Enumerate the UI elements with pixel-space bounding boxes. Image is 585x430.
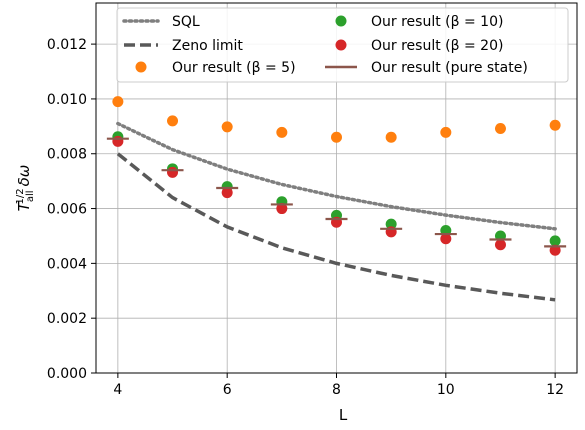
point-beta5 (440, 126, 452, 138)
legend-label-pure: Our result (pure state) (371, 60, 528, 76)
point-beta5 (276, 126, 288, 138)
legend-label-zeno: Zeno limit (172, 38, 243, 54)
point-beta20 (440, 233, 452, 245)
legend: SQL Zeno limit Our result (β = 5) Our re… (116, 7, 569, 83)
legend-swatch-beta5 (135, 61, 147, 73)
y-tick-label: 0.010 (47, 92, 87, 108)
point-beta20 (167, 166, 179, 178)
point-beta5 (331, 131, 342, 143)
axes-ticks: 4 6 8 10 12 0.000 0.002 0.004 0.006 0.008 0.010 0.0… (47, 37, 564, 398)
point-beta20 (221, 187, 233, 199)
point-beta5 (221, 121, 233, 133)
legend-label-sql: SQL (172, 14, 200, 30)
point-beta5 (167, 115, 179, 127)
point-beta5 (112, 96, 124, 108)
plot-area (106, 96, 567, 302)
x-tick-label: 8 (332, 382, 341, 398)
point-beta5 (549, 119, 561, 131)
legend-label-beta10: Our result (β = 10) (371, 14, 503, 30)
y-tick-label: 0.006 (47, 202, 87, 218)
series-line-zeno (116, 152, 556, 302)
x-tick-label: 4 (113, 382, 122, 398)
point-beta5 (385, 131, 397, 143)
y-tick-label: 0.008 (47, 147, 87, 163)
y-axis-label: Tall1/2δω (15, 165, 36, 212)
point-beta20 (494, 239, 506, 251)
legend-label-beta20: Our result (β = 20) (371, 38, 503, 54)
x-tick-label: 12 (546, 382, 564, 398)
point-beta20 (112, 135, 124, 147)
x-tick-label: 6 (223, 382, 232, 398)
point-beta10 (549, 235, 561, 247)
point-beta5 (494, 123, 506, 135)
x-tick-label: 10 (437, 382, 455, 398)
point-beta10 (385, 218, 397, 230)
legend-label-beta5: Our result (β = 5) (172, 60, 296, 76)
x-axis-label: L (339, 406, 348, 424)
series-line-sql (116, 121, 557, 231)
legend-swatch-beta20 (335, 39, 347, 51)
y-tick-label: 0.002 (47, 311, 87, 327)
y-tick-label: 0.000 (47, 366, 87, 382)
point-beta20 (276, 203, 288, 215)
y-tick-label: 0.004 (47, 256, 87, 272)
y-tick-label: 0.012 (47, 37, 87, 53)
legend-swatch-beta10 (335, 15, 347, 27)
